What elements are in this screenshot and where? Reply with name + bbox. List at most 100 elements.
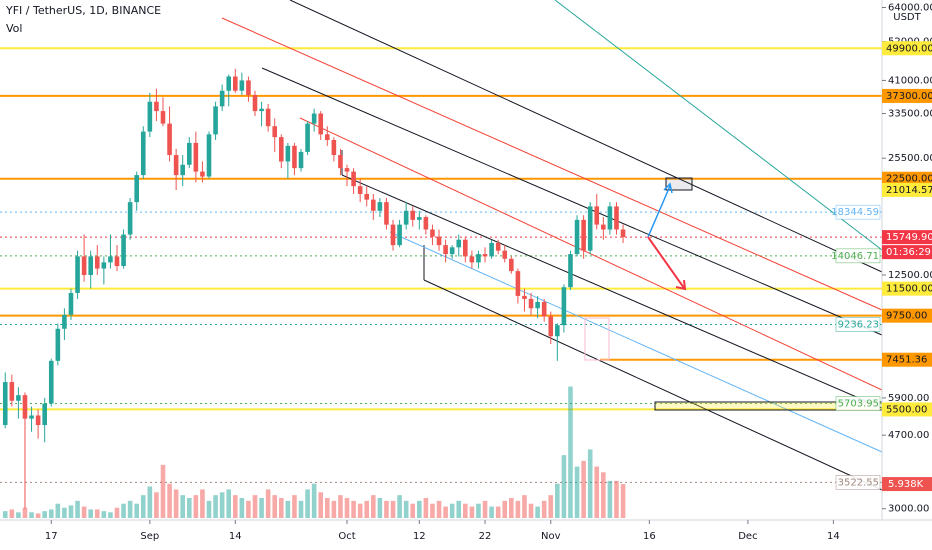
price-tag-label: 5703.95 [838, 398, 879, 409]
candle-body [495, 242, 501, 251]
candle-body [535, 301, 540, 309]
volume-bar [298, 500, 304, 518]
candle-body [305, 123, 310, 152]
candle-body [344, 168, 350, 172]
volume-bar [410, 503, 416, 518]
countdown-tag [882, 245, 932, 260]
volume-bar [397, 495, 402, 518]
candle-body [620, 229, 626, 238]
volume-bar [219, 492, 225, 518]
y-tick-label: 25500.00 [888, 153, 932, 164]
price-tag [882, 352, 932, 367]
candle-body [528, 298, 534, 309]
candle-body [226, 76, 232, 91]
candle-body [311, 113, 317, 124]
price-tag-label: 5500.00 [886, 404, 927, 415]
volume-bar [509, 498, 514, 518]
volume-bar [463, 503, 468, 518]
price-tag-label: 14046.71 [831, 251, 879, 262]
volume-bar [292, 495, 297, 518]
candle-body [213, 106, 218, 135]
candle-body [515, 271, 521, 296]
candle-body [186, 142, 192, 165]
candle-body [423, 217, 429, 230]
volume-bar [167, 483, 172, 518]
candle-body [16, 395, 21, 401]
y-tick-label: 64000.00 [888, 3, 932, 14]
candle-body [430, 229, 435, 237]
x-tick-label: Nov [541, 531, 561, 542]
volume-bar [495, 506, 501, 518]
candle-body [607, 206, 613, 230]
candle-body [232, 76, 238, 91]
candle-body [390, 224, 396, 246]
volume-bar [2, 511, 8, 518]
candle-body [436, 236, 442, 246]
candle-body [324, 134, 330, 140]
arrow [647, 182, 673, 238]
volume-bar [502, 500, 508, 518]
box [665, 177, 693, 191]
candle-body [522, 295, 527, 299]
volume-bar [252, 495, 258, 518]
volume-bar [246, 500, 251, 518]
candle-body [331, 139, 337, 156]
volume-bar [338, 495, 343, 518]
candle-body [62, 314, 67, 329]
candle-body [476, 254, 481, 263]
trend-line [423, 279, 883, 491]
volume-bar [535, 506, 540, 518]
volume-bar [594, 466, 600, 518]
price-tag-label: 11500.00 [886, 284, 932, 295]
volume-bar [620, 484, 626, 518]
candle-body [246, 80, 251, 96]
volume-bar [528, 503, 534, 518]
volume-bar [272, 495, 278, 518]
trend-line [299, 117, 883, 391]
candle-body [482, 254, 488, 257]
price-tag-label: 21014.57 [886, 185, 932, 196]
trend-line [261, 67, 883, 336]
volume-bar [581, 460, 586, 518]
candle-body [140, 131, 146, 176]
candle-body [502, 250, 508, 259]
candle-body [22, 395, 28, 419]
trend-line [289, 0, 883, 273]
volume-bar [311, 483, 317, 518]
candle-body [167, 123, 172, 156]
price-tag [835, 248, 881, 264]
volume-bar [403, 500, 409, 518]
volume-bar [344, 498, 350, 518]
volume-bar [430, 503, 435, 518]
y-tick-label: 41000.00 [888, 75, 932, 86]
volume-bar [239, 498, 245, 518]
volume-bar [206, 500, 212, 518]
candle-body [614, 206, 619, 230]
volume-bar [160, 464, 166, 518]
candle-body [154, 101, 159, 112]
price-tag [882, 88, 932, 103]
price-tag [882, 281, 932, 296]
candle-body [548, 316, 554, 337]
price-tag-label: 9236.23 [838, 320, 879, 331]
volume-bar [417, 500, 422, 518]
price-tag-label: 3522.55 [838, 477, 879, 488]
candle-body [298, 151, 304, 169]
volume-bar [515, 500, 521, 518]
volume-bar [601, 472, 606, 518]
price-tag-label: 22500.00 [886, 174, 932, 185]
volume-bar [121, 503, 126, 518]
candle-body [371, 199, 376, 211]
volume-bar [318, 492, 324, 518]
candle-body [555, 325, 560, 337]
volume-bar [555, 483, 560, 518]
volume-bar [147, 486, 153, 518]
candle-body [278, 137, 284, 162]
candle-body [81, 256, 87, 275]
candle-body [2, 382, 8, 426]
axis-unit: USDT [893, 12, 921, 23]
price-tag [835, 396, 881, 411]
volume-bar [226, 489, 232, 518]
candle-body [9, 382, 15, 401]
candle-body [601, 224, 606, 230]
